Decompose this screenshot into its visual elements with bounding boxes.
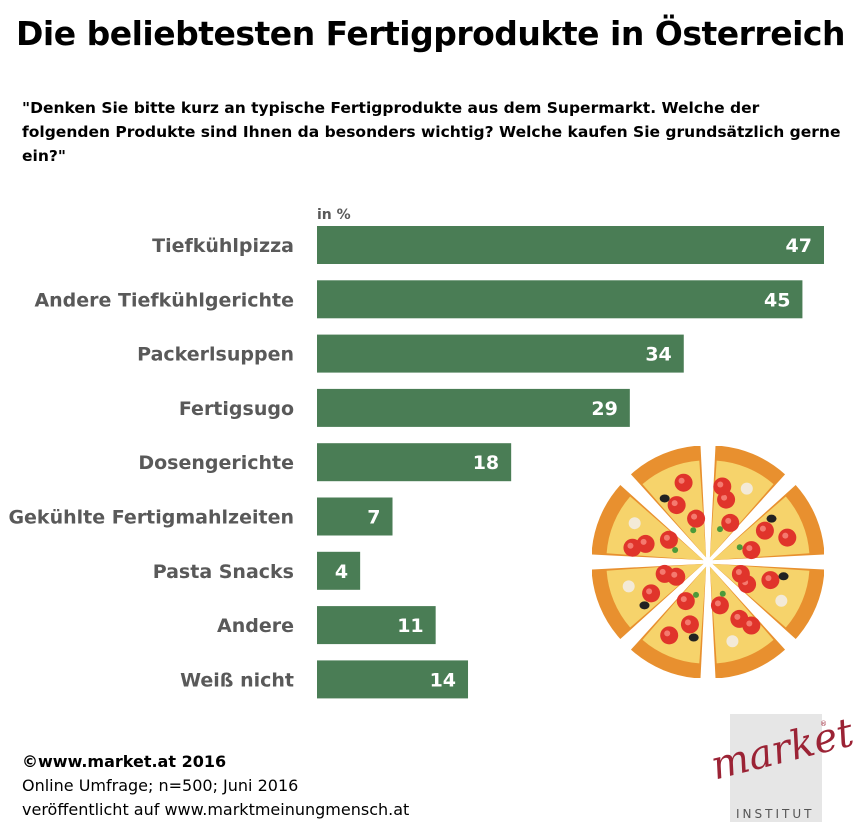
value-label: 29 xyxy=(591,398,617,420)
bar-1 xyxy=(317,280,803,319)
pizza-slice xyxy=(592,484,704,561)
unit-label: in % xyxy=(317,207,351,223)
category-label: Tiefkühlpizza xyxy=(152,235,294,257)
footer-published: veröffentlicht auf www.marktmeinungmensc… xyxy=(22,800,410,819)
category-label: Gekühlte Fertigmahlzeiten xyxy=(8,507,294,529)
pizza-slice xyxy=(709,446,786,558)
category-label: Weiß nicht xyxy=(180,669,294,691)
bar-4 xyxy=(317,443,512,482)
pizza-slice xyxy=(712,563,824,640)
value-label: 14 xyxy=(430,669,456,691)
value-label: 45 xyxy=(764,289,790,311)
bar-7 xyxy=(317,606,436,645)
value-label: 34 xyxy=(645,344,671,366)
market-institut-logo: market ® INSTITUT xyxy=(706,710,858,826)
bar-6 xyxy=(317,551,361,590)
pizza-slice xyxy=(592,563,704,640)
value-label: 18 xyxy=(473,452,499,474)
bar-8 xyxy=(317,660,469,699)
category-label: Dosengerichte xyxy=(138,452,294,474)
bar-0 xyxy=(317,226,824,264)
bar-2 xyxy=(317,334,684,373)
logo-registered-mark: ® xyxy=(820,720,827,728)
survey-question: "Denken Sie bitte kurz an typische Ferti… xyxy=(22,99,841,165)
pizza-slice xyxy=(709,566,786,678)
category-label: Packerlsuppen xyxy=(137,344,294,366)
footer-copyright: ©www.market.at 2016 xyxy=(22,752,227,771)
footer-survey-info: Online Umfrage; n=500; Juni 2016 xyxy=(22,776,299,795)
pizza-slice xyxy=(712,484,824,561)
footer: ©www.market.at 2016 Online Umfrage; n=50… xyxy=(22,750,409,822)
value-label: 4 xyxy=(335,561,348,583)
chart-title: Die beliebtesten Fertigprodukte in Öster… xyxy=(16,14,845,53)
pizza-illustration xyxy=(592,446,824,678)
logo-institut: INSTITUT xyxy=(736,807,815,821)
pizza-slice xyxy=(630,566,707,678)
value-label: 7 xyxy=(367,507,380,529)
bar-3 xyxy=(317,388,630,427)
category-label: Fertigsugo xyxy=(179,398,294,420)
value-label: 47 xyxy=(786,235,812,257)
bar-5 xyxy=(317,497,393,536)
category-label: Andere xyxy=(217,615,294,637)
category-label: Pasta Snacks xyxy=(153,561,294,583)
value-label: 11 xyxy=(397,615,423,637)
category-label: Andere Tiefkühlgerichte xyxy=(34,289,294,311)
logo-box xyxy=(730,714,822,822)
pizza-slice xyxy=(630,446,707,558)
